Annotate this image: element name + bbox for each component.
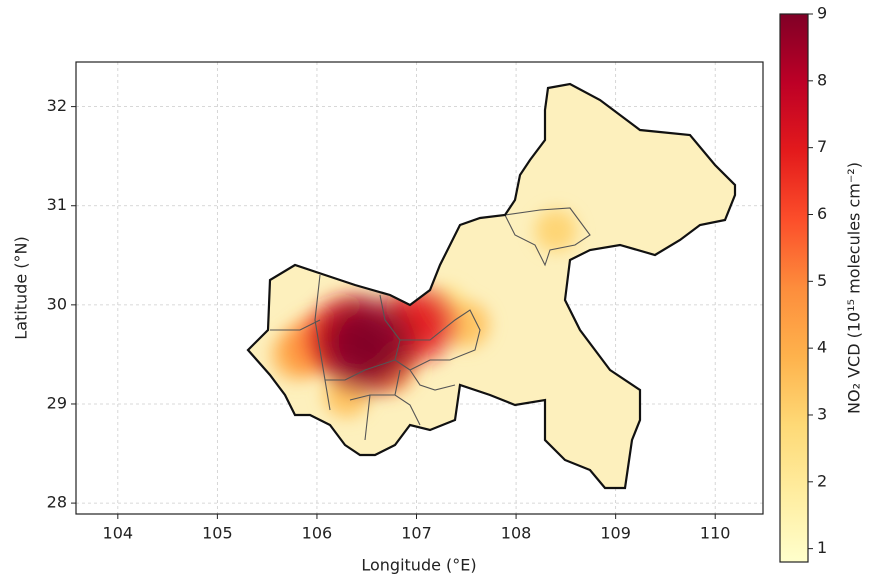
- x-tick-label: 107: [401, 524, 432, 543]
- x-tick-label: 106: [302, 524, 333, 543]
- region-fill: [248, 84, 735, 488]
- colorbar-tick-label: 8: [817, 70, 827, 89]
- x-tick-label: 109: [600, 524, 631, 543]
- colorbar-tick-label: 4: [817, 338, 827, 357]
- y-tick-label: 28: [47, 493, 67, 512]
- colorbar-tick-label: 3: [817, 404, 827, 423]
- colorbar-tick-label: 7: [817, 137, 827, 156]
- colorbar-label: NO₂ VCD (10¹⁵ molecules cm⁻²): [845, 162, 864, 414]
- y-axis-label: Latitude (°N): [12, 236, 31, 339]
- y-tick-label: 31: [47, 195, 67, 214]
- y-tick-label: 32: [47, 96, 67, 115]
- colorbar: [779, 13, 809, 563]
- y-tick-label: 29: [47, 393, 67, 412]
- heat-cell: [526, 201, 585, 260]
- y-tick-label: 30: [47, 294, 67, 313]
- x-tick-label: 104: [103, 524, 134, 543]
- x-tick-label: 110: [700, 524, 731, 543]
- x-axis-label: Longitude (°E): [361, 556, 476, 575]
- colorbar-tick-label: 6: [817, 204, 827, 223]
- district-boundaries: [270, 207, 591, 441]
- colorbar-tick-label: 1: [817, 538, 827, 557]
- x-tick-label: 105: [202, 524, 233, 543]
- heat-cell: [307, 285, 426, 404]
- colorbar-tick-label: 2: [817, 471, 827, 490]
- colorbar-tick-label: 5: [817, 271, 827, 290]
- colorbar-tick-label: 9: [817, 4, 827, 23]
- plot-frame: [75, 61, 764, 515]
- x-tick-label: 108: [501, 524, 532, 543]
